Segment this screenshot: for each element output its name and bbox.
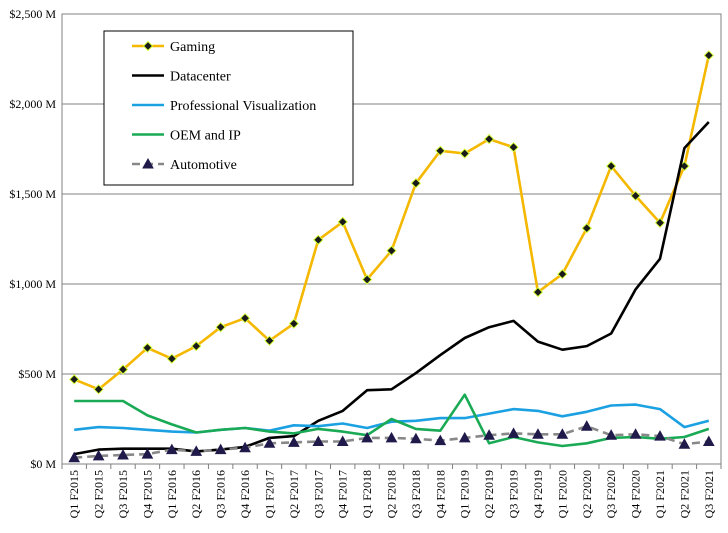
series-line-oem-and-ip bbox=[74, 393, 710, 448]
data-point-automotive bbox=[214, 443, 227, 455]
y-tick-label: $2,500 M bbox=[9, 7, 56, 21]
y-tick-label: $2,000 M bbox=[9, 97, 56, 111]
x-tick-label: Q1 F2017 bbox=[262, 470, 276, 518]
data-point-automotive bbox=[629, 428, 642, 439]
data-point-gaming bbox=[117, 364, 129, 375]
x-tick-label: Q2 F2016 bbox=[189, 470, 203, 518]
x-tick-label: Q1 F2021 bbox=[653, 470, 667, 518]
data-point-automotive bbox=[532, 428, 544, 439]
data-point-automotive bbox=[288, 436, 300, 447]
x-tick-label: Q4 F2017 bbox=[336, 470, 350, 518]
data-point-automotive bbox=[702, 435, 715, 446]
data-point-automotive bbox=[361, 431, 373, 443]
data-point-gaming bbox=[410, 177, 422, 189]
data-point-gaming bbox=[264, 335, 275, 346]
x-tick-label: Q4 F2016 bbox=[238, 470, 252, 518]
data-point-gaming bbox=[459, 148, 470, 159]
data-point-gaming bbox=[239, 312, 251, 324]
data-point-automotive bbox=[336, 435, 349, 446]
x-tick-label: Q3 F2018 bbox=[409, 470, 423, 518]
data-point-gaming bbox=[508, 141, 519, 153]
y-tick-label: $1,500 M bbox=[9, 187, 56, 201]
data-point-gaming bbox=[288, 318, 300, 329]
legend-label-datacenter: Datacenter bbox=[170, 70, 231, 85]
data-point-gaming bbox=[532, 286, 544, 298]
data-point-automotive bbox=[165, 443, 178, 455]
x-tick-label: Q4 F2018 bbox=[433, 470, 447, 518]
legend-label-oem-and-ip: OEM and IP bbox=[170, 129, 241, 144]
data-point-automotive bbox=[483, 429, 495, 440]
x-tick-label: Q2 F2020 bbox=[580, 470, 594, 518]
y-tick-label: $500 M bbox=[18, 367, 56, 381]
data-point-gaming bbox=[68, 374, 80, 385]
data-point-automotive bbox=[654, 430, 666, 441]
data-point-gaming bbox=[435, 145, 446, 157]
data-point-gaming bbox=[215, 321, 226, 333]
x-tick-label: Q2 F2019 bbox=[482, 470, 496, 518]
data-point-automotive bbox=[141, 448, 154, 459]
data-point-automotive bbox=[458, 431, 471, 443]
x-tick-label: Q3 F2016 bbox=[214, 470, 228, 518]
legend-label-professional-visualization: Professional Visualization bbox=[170, 99, 316, 114]
x-tick-label: Q1 F2019 bbox=[458, 470, 472, 518]
data-point-automotive bbox=[385, 431, 398, 443]
x-tick-label: Q4 F2015 bbox=[140, 470, 154, 518]
legend-label-gaming: Gaming bbox=[170, 40, 215, 55]
data-point-automotive bbox=[580, 420, 593, 431]
legend-box bbox=[103, 30, 354, 186]
data-point-automotive bbox=[507, 427, 520, 438]
data-point-automotive bbox=[117, 448, 129, 460]
data-point-automotive bbox=[263, 437, 276, 448]
legend-marker-automotive bbox=[142, 157, 154, 169]
data-point-gaming bbox=[313, 234, 324, 246]
x-tick-label: Q3 F2019 bbox=[507, 470, 521, 518]
y-tick-label: $0 M bbox=[30, 457, 56, 471]
data-point-gaming bbox=[703, 50, 715, 61]
data-point-automotive bbox=[239, 441, 251, 453]
data-point-gaming bbox=[337, 216, 348, 228]
data-point-gaming bbox=[191, 340, 202, 352]
data-point-automotive bbox=[434, 434, 447, 446]
series-line-professional-visualization bbox=[74, 403, 710, 434]
x-tick-label: Q1 F2015 bbox=[67, 470, 81, 518]
data-point-gaming bbox=[581, 222, 592, 234]
x-tick-label: Q4 F2020 bbox=[629, 470, 643, 518]
data-point-automotive bbox=[68, 451, 81, 463]
data-point-gaming bbox=[142, 342, 153, 354]
data-point-gaming bbox=[557, 268, 568, 280]
data-point-automotive bbox=[605, 429, 618, 440]
x-tick-label: Q3 F2021 bbox=[702, 470, 716, 518]
x-tick-label: Q1 F2020 bbox=[555, 470, 569, 518]
data-point-automotive bbox=[410, 432, 422, 444]
data-point-automotive bbox=[312, 435, 325, 446]
x-tick-label: Q2 F2021 bbox=[677, 470, 691, 518]
data-point-gaming bbox=[654, 217, 666, 229]
x-tick-label: Q3 F2017 bbox=[311, 470, 325, 518]
x-tick-label: Q2 F2015 bbox=[92, 470, 106, 518]
legend-label-automotive: Automotive bbox=[170, 158, 237, 173]
x-tick-label: Q1 F2018 bbox=[360, 470, 374, 518]
data-point-automotive bbox=[556, 428, 569, 439]
x-tick-label: Q2 F2018 bbox=[385, 470, 399, 518]
data-point-automotive bbox=[678, 438, 691, 449]
x-tick-label: Q2 F2017 bbox=[287, 470, 301, 518]
data-point-gaming bbox=[630, 190, 641, 202]
x-tick-label: Q3 F2020 bbox=[604, 470, 618, 518]
data-point-gaming bbox=[166, 353, 178, 364]
data-point-automotive bbox=[190, 445, 203, 456]
data-point-gaming bbox=[93, 384, 104, 395]
data-point-automotive bbox=[92, 449, 105, 461]
legend-marker-gaming bbox=[142, 40, 154, 52]
x-tick-label: Q4 F2019 bbox=[531, 470, 545, 518]
data-point-gaming bbox=[483, 133, 495, 145]
x-tick-label: Q1 F2016 bbox=[165, 470, 179, 518]
x-tick-label: Q3 F2015 bbox=[116, 470, 130, 518]
y-tick-label: $1,000 M bbox=[9, 277, 56, 291]
data-point-gaming bbox=[605, 160, 617, 172]
data-point-gaming bbox=[361, 274, 373, 285]
plot-frame bbox=[61, 13, 722, 465]
data-point-gaming bbox=[386, 245, 397, 256]
